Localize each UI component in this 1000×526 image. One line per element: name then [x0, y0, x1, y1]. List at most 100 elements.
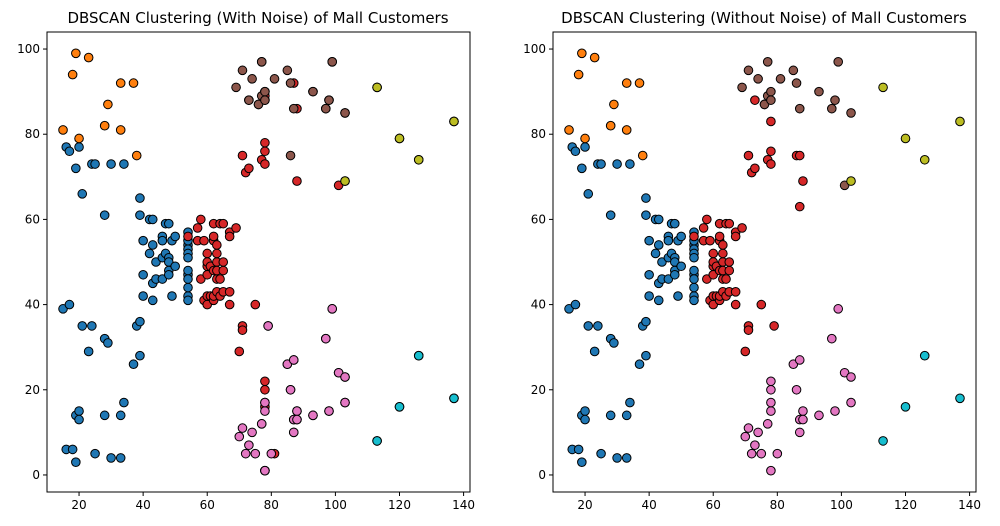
- data-point: [208, 231, 219, 242]
- data-point: [87, 321, 97, 331]
- data-point: [106, 453, 116, 463]
- data-point: [224, 299, 235, 310]
- x-tick-label: 20: [577, 498, 592, 512]
- data-point: [340, 397, 350, 408]
- data-point: [589, 346, 600, 357]
- data-point: [260, 406, 270, 416]
- data-point: [74, 414, 84, 425]
- data-point: [766, 406, 776, 416]
- data-point: [260, 376, 270, 387]
- y-tick-label: 20: [25, 383, 40, 397]
- data-point: [794, 427, 805, 438]
- y-tick-label: 40: [25, 298, 40, 312]
- data-point: [163, 269, 174, 280]
- data-point: [878, 436, 888, 446]
- data-point: [115, 410, 126, 421]
- data-point: [798, 176, 808, 186]
- chart-panel-without-noise: DBSCAN Clustering (Without Noise) of Mal…: [523, 9, 981, 512]
- data-point: [170, 231, 180, 242]
- y-tick-label: 0: [538, 468, 546, 482]
- data-point: [756, 448, 767, 459]
- cluster-series-1: [564, 48, 648, 161]
- data-point: [67, 69, 78, 80]
- data-point: [878, 82, 888, 93]
- data-point: [67, 444, 78, 455]
- data-point: [641, 210, 651, 220]
- x-tick-label: 120: [388, 498, 411, 512]
- y-tick-label: 80: [25, 127, 40, 141]
- data-point: [791, 78, 802, 88]
- data-point: [621, 78, 632, 88]
- data-point: [138, 235, 148, 246]
- data-point: [83, 346, 94, 357]
- data-point: [919, 350, 930, 361]
- data-point: [766, 86, 776, 97]
- cluster-series-6: [878, 350, 965, 446]
- data-point: [215, 274, 225, 284]
- data-point: [324, 406, 334, 416]
- data-point: [766, 116, 776, 127]
- data-point: [74, 133, 84, 144]
- data-point: [621, 125, 632, 135]
- data-point: [237, 65, 248, 76]
- data-point: [234, 346, 245, 357]
- x-tick-label: 140: [958, 498, 981, 512]
- data-point: [119, 159, 129, 169]
- x-tick-label: 100: [324, 498, 347, 512]
- data-point: [147, 295, 158, 306]
- data-point: [135, 316, 145, 327]
- data-point: [64, 299, 75, 310]
- data-point: [231, 82, 241, 93]
- data-point: [449, 393, 459, 404]
- x-tick-label: 40: [641, 498, 656, 512]
- data-point: [260, 137, 270, 148]
- data-point: [766, 146, 776, 157]
- data-point: [689, 282, 699, 293]
- data-point: [794, 103, 805, 114]
- data-point: [115, 125, 126, 135]
- data-point: [900, 133, 911, 144]
- data-point: [900, 402, 911, 412]
- data-point: [730, 231, 741, 242]
- data-point: [743, 150, 754, 161]
- data-point: [621, 410, 632, 421]
- data-point: [605, 210, 616, 220]
- data-point: [212, 248, 222, 259]
- data-point: [708, 248, 719, 259]
- data-point: [746, 448, 757, 459]
- data-point: [244, 440, 254, 450]
- data-point: [919, 154, 930, 165]
- data-point: [596, 448, 606, 459]
- data-point: [766, 159, 776, 169]
- y-tick-label: 100: [523, 42, 546, 56]
- x-tick-label: 140: [452, 498, 475, 512]
- data-point: [244, 95, 254, 105]
- data-point: [846, 108, 856, 118]
- data-point: [372, 82, 382, 93]
- data-point: [673, 291, 683, 301]
- data-point: [743, 325, 754, 335]
- data-point: [730, 299, 741, 310]
- data-point: [846, 176, 856, 186]
- data-point: [71, 457, 81, 467]
- chart-title: DBSCAN Clustering (With Noise) of Mall C…: [67, 9, 448, 27]
- data-point: [794, 150, 805, 161]
- data-point: [794, 201, 805, 212]
- chart-title: DBSCAN Clustering (Without Noise) of Mal…: [561, 9, 967, 27]
- y-tick-label: 20: [531, 383, 546, 397]
- x-tick-label: 60: [200, 498, 215, 512]
- data-point: [237, 325, 248, 335]
- data-point: [641, 316, 651, 327]
- data-point: [282, 65, 293, 76]
- data-point: [583, 189, 594, 199]
- data-point: [308, 410, 318, 421]
- data-point: [449, 116, 459, 127]
- data-point: [292, 176, 302, 186]
- data-point: [794, 355, 805, 365]
- data-point: [769, 321, 779, 331]
- data-point: [327, 304, 338, 314]
- data-point: [285, 78, 296, 88]
- cluster-series-5: [234, 304, 350, 476]
- data-point: [115, 453, 126, 463]
- data-point: [135, 210, 145, 220]
